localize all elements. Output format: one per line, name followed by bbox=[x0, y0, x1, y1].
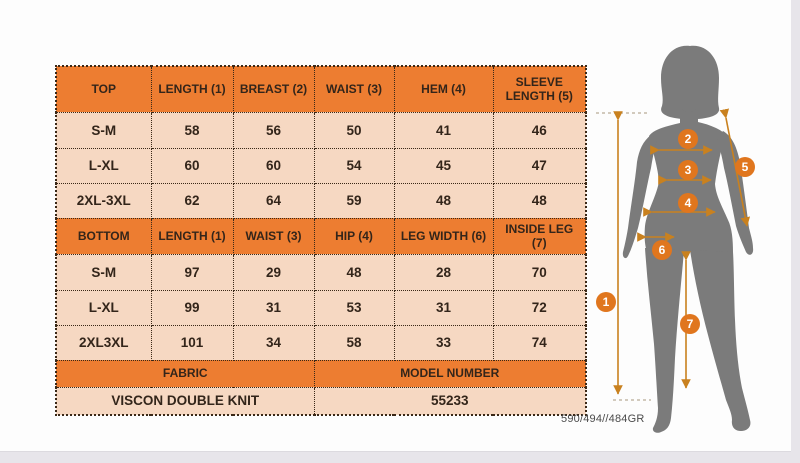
svg-text:6: 6 bbox=[659, 243, 666, 257]
table-row: L-XL 99 31 53 31 72 bbox=[55, 289, 587, 326]
header-cell-hem: HEM (4) bbox=[393, 65, 494, 113]
table-row: L-XL 60 60 54 45 47 bbox=[55, 147, 587, 184]
measurement-cell: 47 bbox=[492, 147, 587, 184]
svg-text:7: 7 bbox=[687, 317, 694, 331]
header-cell-hip: HIP (4) bbox=[313, 217, 395, 255]
measurement-cell: 48 bbox=[492, 182, 587, 219]
measurement-cell: 74 bbox=[492, 324, 587, 361]
footer-header-row: FABRIC MODEL NUMBER bbox=[55, 359, 587, 388]
marker-1-icon: 1 bbox=[596, 292, 616, 312]
measurement-cell: 99 bbox=[150, 289, 234, 326]
header-cell-waist: WAIST (3) bbox=[232, 217, 315, 255]
svg-text:5: 5 bbox=[742, 160, 749, 174]
measurement-cell: 34 bbox=[232, 324, 315, 361]
table-row: S-M 97 29 48 28 70 bbox=[55, 253, 587, 291]
right-edge-strip bbox=[791, 0, 800, 463]
marker-3-icon: 3 bbox=[678, 160, 698, 180]
measurement-cell: 31 bbox=[393, 289, 494, 326]
header-cell-top: TOP bbox=[55, 65, 152, 113]
model-number-value: 55233 bbox=[313, 386, 587, 416]
model-weight-caption: 590/494//484GR bbox=[561, 413, 645, 425]
measurement-cell: 58 bbox=[150, 111, 234, 149]
table-row: 2XL3XL 101 34 58 33 74 bbox=[55, 324, 587, 361]
marker-7-icon: 7 bbox=[680, 314, 700, 334]
marker-6-icon: 6 bbox=[652, 240, 672, 260]
svg-text:4: 4 bbox=[685, 196, 692, 210]
bottom-edge-strip bbox=[0, 451, 800, 463]
size-label: L-XL bbox=[55, 289, 152, 326]
header-cell-length: LENGTH (1) bbox=[150, 217, 234, 255]
size-label: 2XL3XL bbox=[55, 324, 152, 361]
woman-silhouette bbox=[622, 45, 754, 433]
measurement-cell: 48 bbox=[393, 182, 494, 219]
measurement-cell: 56 bbox=[232, 111, 315, 149]
measurement-cell: 54 bbox=[313, 147, 395, 184]
header-cell-model-number: MODEL NUMBER bbox=[313, 359, 587, 388]
svg-text:3: 3 bbox=[685, 163, 692, 177]
footer-value-row: VISCON DOUBLE KNIT 55233 bbox=[55, 386, 587, 416]
header-cell-leg-width: LEG WIDTH (6) bbox=[393, 217, 494, 255]
measurement-cell: 60 bbox=[150, 147, 234, 184]
measurement-cell: 31 bbox=[232, 289, 315, 326]
svg-text:2: 2 bbox=[685, 132, 692, 146]
size-chart-table: TOP LENGTH (1) BREAST (2) WAIST (3) HEM … bbox=[55, 65, 587, 416]
measurement-cell: 48 bbox=[313, 253, 395, 291]
measurement-cell: 46 bbox=[492, 111, 587, 149]
measurement-cell: 72 bbox=[492, 289, 587, 326]
size-label: L-XL bbox=[55, 147, 152, 184]
size-label: S-M bbox=[55, 253, 152, 291]
size-guide-figure: 1 2 3 4 5 6 7 bbox=[596, 45, 755, 433]
measurement-cell: 50 bbox=[313, 111, 395, 149]
measurement-cell: 64 bbox=[232, 182, 315, 219]
table-row: 2XL-3XL 62 64 59 48 48 bbox=[55, 182, 587, 219]
measurement-cell: 45 bbox=[393, 147, 494, 184]
header-cell-inside-leg: INSIDE LEG (7) bbox=[492, 217, 587, 255]
header-cell-bottom: BOTTOM bbox=[55, 217, 152, 255]
measurement-cell: 28 bbox=[393, 253, 494, 291]
measurement-cell: 53 bbox=[313, 289, 395, 326]
measurement-cell: 70 bbox=[492, 253, 587, 291]
measurement-cell: 60 bbox=[232, 147, 315, 184]
measurement-cell: 101 bbox=[150, 324, 234, 361]
header-cell-breast: BREAST (2) bbox=[232, 65, 315, 113]
size-label: S-M bbox=[55, 111, 152, 149]
measurement-cell: 58 bbox=[313, 324, 395, 361]
measurement-cell: 97 bbox=[150, 253, 234, 291]
marker-2-icon: 2 bbox=[678, 129, 698, 149]
measurement-cell: 59 bbox=[313, 182, 395, 219]
measurement-cell: 41 bbox=[393, 111, 494, 149]
marker-5-icon: 5 bbox=[735, 157, 755, 177]
bottom-header-row: BOTTOM LENGTH (1) WAIST (3) HIP (4) LEG … bbox=[55, 217, 587, 255]
header-cell-waist: WAIST (3) bbox=[313, 65, 395, 113]
svg-text:1: 1 bbox=[603, 295, 610, 309]
measurement-cell: 29 bbox=[232, 253, 315, 291]
size-label: 2XL-3XL bbox=[55, 182, 152, 219]
measurement-cell: 62 bbox=[150, 182, 234, 219]
header-cell-sleeve-length: SLEEVE LENGTH (5) bbox=[492, 65, 587, 113]
table-row: S-M 58 56 50 41 46 bbox=[55, 111, 587, 149]
fabric-value: VISCON DOUBLE KNIT bbox=[55, 386, 315, 416]
header-cell-length: LENGTH (1) bbox=[150, 65, 234, 113]
measurement-cell: 33 bbox=[393, 324, 494, 361]
header-cell-fabric: FABRIC bbox=[55, 359, 315, 388]
top-header-row: TOP LENGTH (1) BREAST (2) WAIST (3) HEM … bbox=[55, 65, 587, 113]
marker-4-icon: 4 bbox=[678, 193, 698, 213]
